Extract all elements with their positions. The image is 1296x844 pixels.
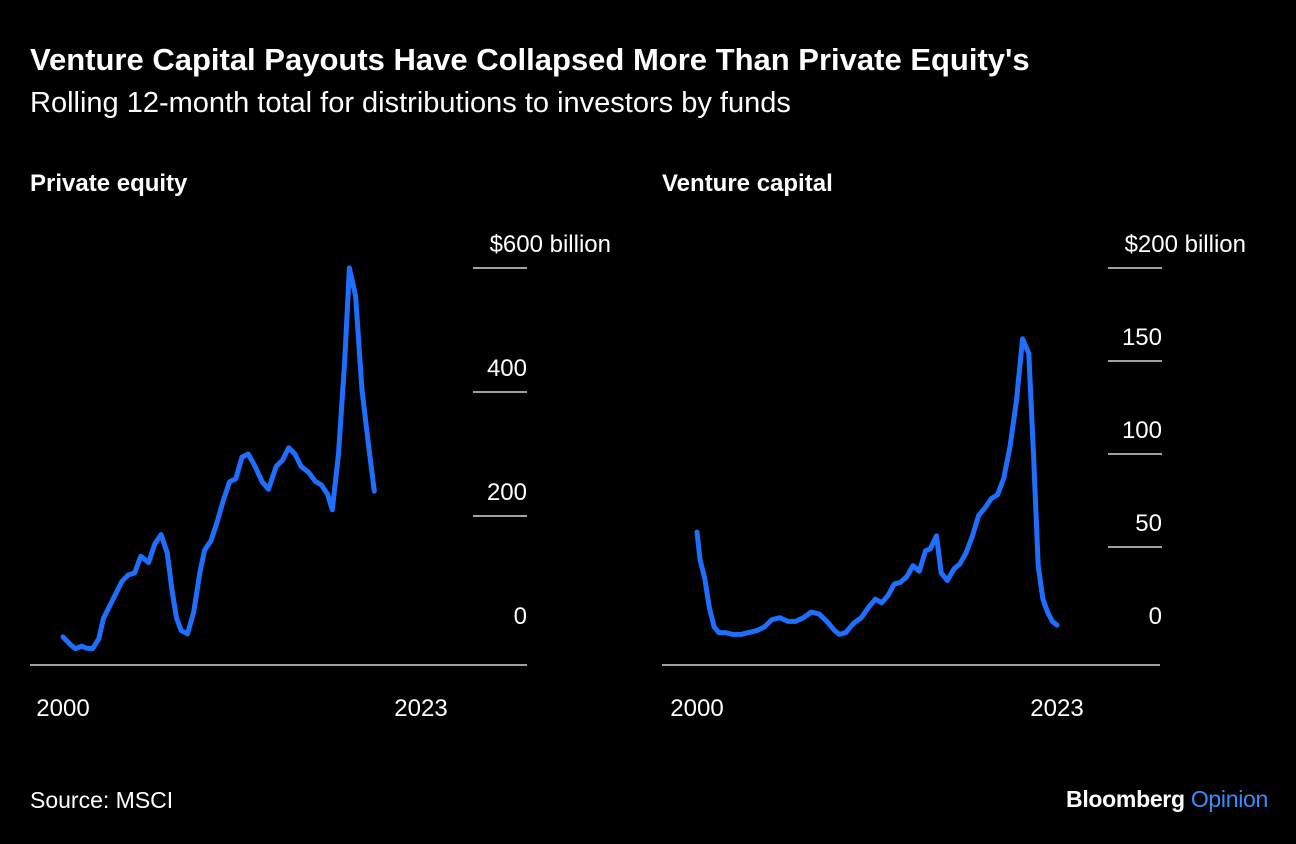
y-tick-label-pe-2: 200	[487, 479, 527, 506]
y-tick-label-vc-0: $200 billion	[1125, 231, 1246, 258]
y-tick-label-vc-3: 50	[1135, 510, 1162, 537]
brand-main: Bloomberg	[1066, 786, 1185, 812]
brand-logo: Bloomberg Opinion	[1066, 786, 1268, 813]
x-tick-label-pe-0: 2000	[36, 695, 89, 722]
series-line-vc	[694, 336, 1060, 637]
y-tick-label-vc-2: 100	[1122, 417, 1162, 444]
brand-accent: Opinion	[1190, 786, 1268, 812]
y-tick-label-pe-0: $600 billion	[490, 231, 611, 258]
x-tick-label-vc-1: 2023	[1030, 695, 1083, 722]
y-tick-label-pe-3: 0	[514, 603, 527, 630]
series-line-pe	[60, 265, 377, 652]
panel-title-venture-capital: Venture capital	[662, 170, 833, 197]
x-tick-label-vc-0: 2000	[670, 695, 723, 722]
panel-title-private-equity: Private equity	[30, 170, 188, 197]
chart-title: Venture Capital Payouts Have Collapsed M…	[30, 42, 1030, 77]
chart-subtitle: Rolling 12-month total for distributions…	[30, 87, 791, 119]
y-tick-label-vc-4: 0	[1149, 603, 1162, 630]
source-note: Source: MSCI	[30, 787, 174, 813]
y-tick-label-vc-1: 150	[1122, 324, 1162, 351]
x-tick-label-pe-1: 2023	[394, 695, 447, 722]
y-tick-label-pe-1: 400	[487, 355, 527, 382]
